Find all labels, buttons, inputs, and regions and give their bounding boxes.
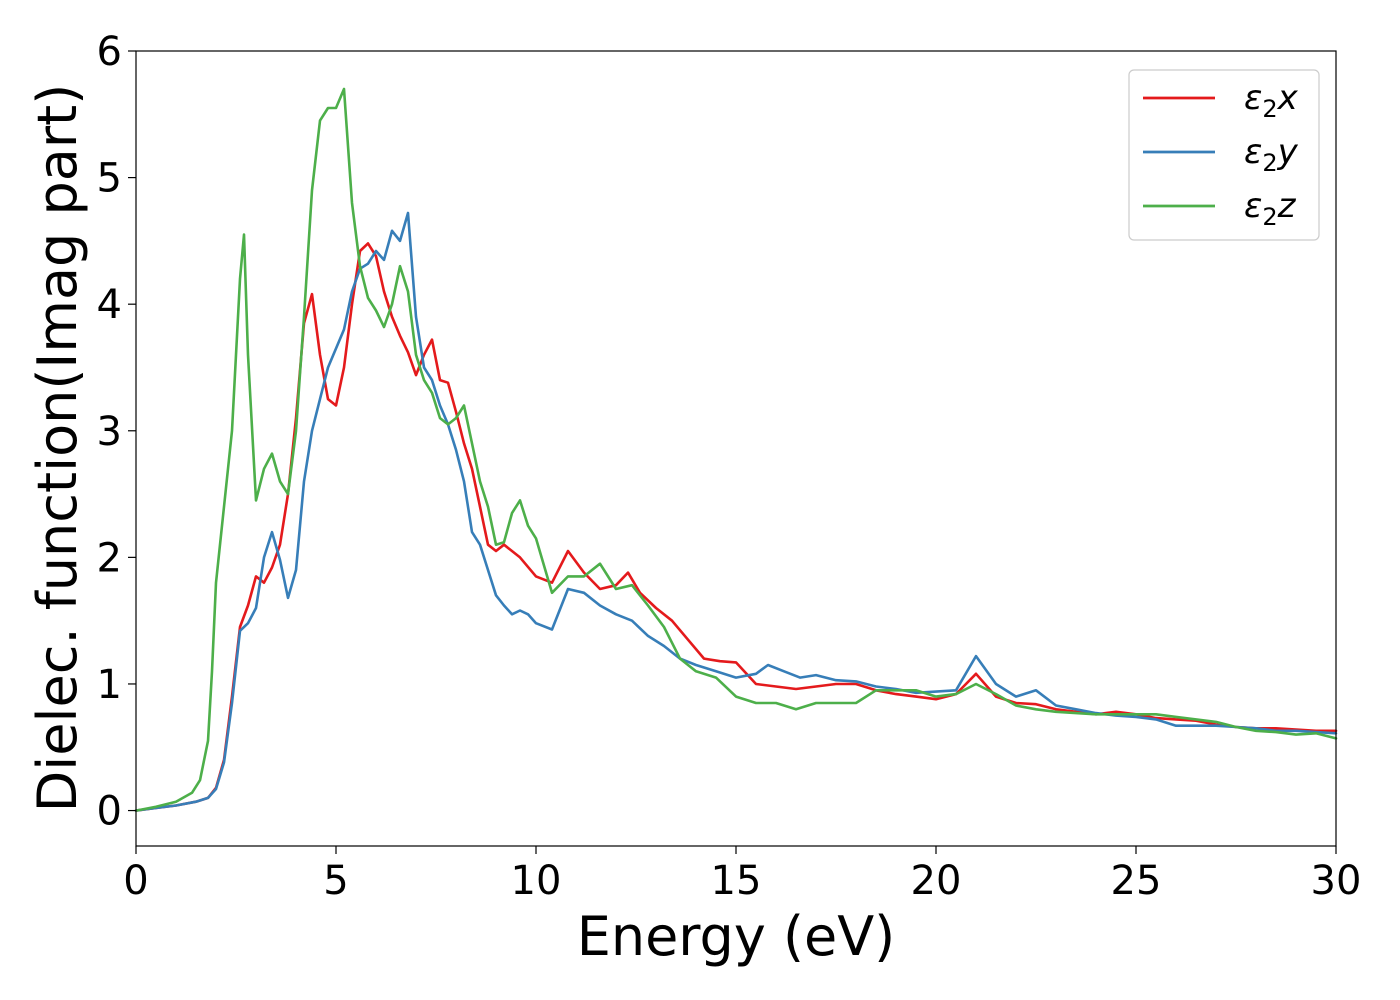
series-layer	[134, 87, 1338, 812]
legend-box	[1128, 69, 1320, 241]
y-axis-title: Dielec. function(Imag part)	[26, 84, 89, 813]
x-tick-label: 0	[123, 858, 148, 904]
x-tick-label: 15	[711, 858, 762, 904]
x-tick-label: 30	[1311, 858, 1362, 904]
y-tick-label: 4	[97, 282, 122, 328]
x-tick-label: 10	[511, 858, 562, 904]
legend: ε2x ε2y ε2z	[1128, 69, 1320, 241]
y-tick-label: 3	[97, 409, 122, 455]
legend-label-z: ε2z	[1244, 186, 1297, 231]
legend-label-x: ε2x	[1244, 78, 1299, 123]
y-tick-label: 2	[97, 535, 122, 581]
y-axis-ticks: 0 1 2 3 4 5 6	[97, 29, 136, 835]
y-tick-label: 5	[97, 156, 122, 202]
series-line-y	[134, 211, 1338, 812]
x-axis-ticks: 0 5 10 15 20 25 30	[123, 846, 1361, 904]
y-tick-label: 0	[97, 789, 122, 835]
legend-label-y: ε2y	[1244, 132, 1299, 177]
x-tick-label: 25	[1111, 858, 1162, 904]
y-tick-label: 6	[97, 29, 122, 75]
y-tick-label: 1	[97, 662, 122, 708]
x-axis-title: Energy (eV)	[577, 905, 896, 968]
series-line-x	[134, 242, 1338, 812]
x-tick-label: 5	[323, 858, 348, 904]
x-tick-label: 20	[911, 858, 962, 904]
series-line-z	[134, 87, 1338, 812]
